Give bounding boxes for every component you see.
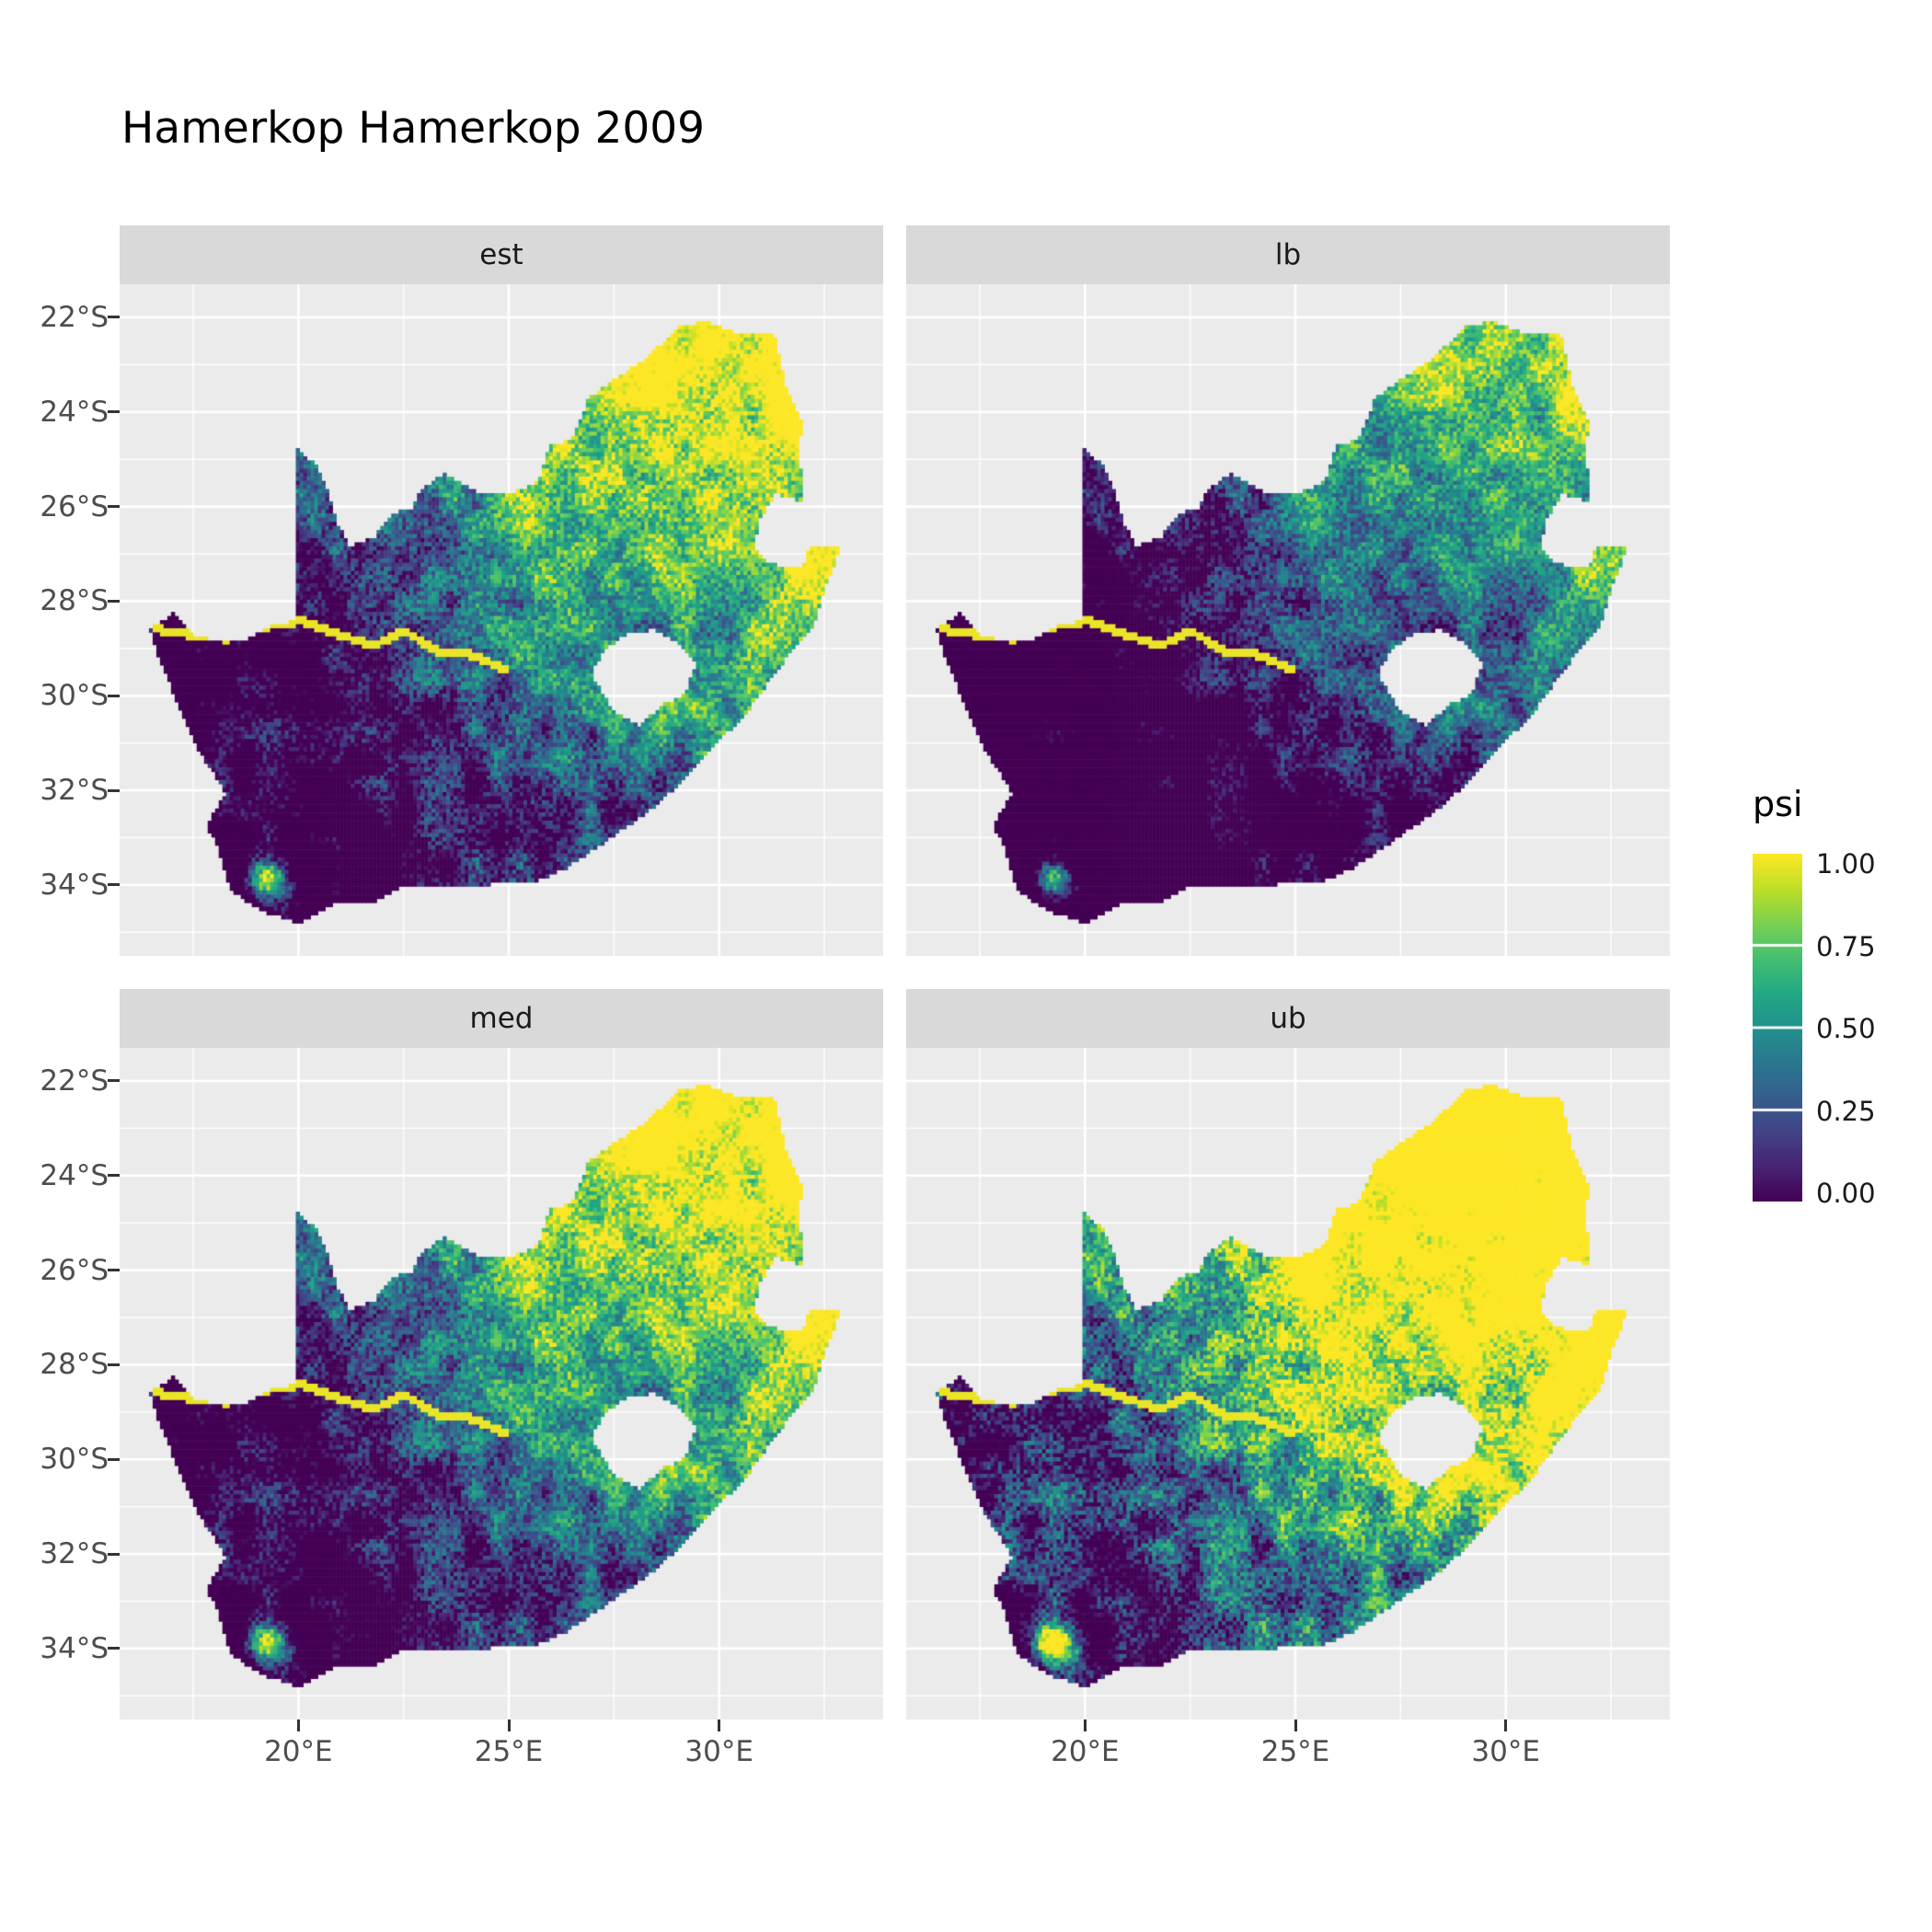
y-axis-label: 32°S	[40, 1537, 109, 1571]
legend-colorbar	[1753, 854, 1802, 1202]
facet-strip-lb: lb	[906, 225, 1670, 284]
y-axis-tick	[108, 788, 120, 792]
y-axis-label: 22°S	[40, 1064, 109, 1098]
y-axis-tick	[108, 1647, 120, 1650]
map-raster-ub	[906, 1048, 1670, 1719]
y-axis-tick	[108, 1552, 120, 1556]
x-axis-tick	[507, 1719, 511, 1731]
y-axis-tick	[108, 694, 120, 697]
facet-strip-label-est: est	[479, 238, 523, 271]
map-panel-ub	[906, 1048, 1670, 1719]
x-axis-label: 30°E	[684, 1735, 753, 1768]
y-axis-tick	[108, 1174, 120, 1178]
y-axis-label: 32°S	[40, 774, 109, 808]
y-axis-label: 26°S	[40, 1253, 109, 1287]
y-axis-tick	[108, 1363, 120, 1366]
map-panel-est	[120, 284, 883, 956]
facet-strip-med: med	[120, 989, 883, 1048]
y-axis-tick	[108, 883, 120, 887]
x-axis-tick	[296, 1719, 300, 1731]
y-axis-tick	[108, 1079, 120, 1083]
facet-strip-label-med: med	[469, 1002, 534, 1035]
y-axis-label: 28°S	[40, 1348, 109, 1382]
x-axis-label: 25°E	[1260, 1735, 1330, 1768]
y-axis-label: 26°S	[40, 489, 109, 523]
legend-tick-label: 0.00	[1816, 1178, 1876, 1209]
x-axis-label: 25°E	[474, 1735, 544, 1768]
map-raster-med	[120, 1048, 883, 1719]
x-axis-tick	[1504, 1719, 1508, 1731]
x-axis-tick	[1294, 1719, 1297, 1731]
legend-title: psi	[1753, 784, 1803, 824]
y-axis-label: 30°S	[40, 679, 109, 713]
legend-tick-label: 0.75	[1816, 930, 1876, 962]
y-axis-label: 28°S	[40, 584, 109, 618]
plot-title: Hamerkop Hamerkop 2009	[121, 103, 706, 154]
y-axis-label: 24°S	[40, 1158, 109, 1192]
x-axis-tick	[1083, 1719, 1087, 1731]
legend-tick-label: 1.00	[1816, 848, 1876, 880]
y-axis-label: 34°S	[40, 1631, 109, 1665]
y-axis-tick	[108, 1457, 120, 1461]
map-panel-lb	[906, 284, 1670, 956]
y-axis-label: 34°S	[40, 868, 109, 902]
facet-strip-label-ub: ub	[1270, 1002, 1306, 1035]
x-axis-label: 30°E	[1471, 1735, 1540, 1768]
y-axis-tick	[108, 599, 120, 603]
facet-strip-ub: ub	[906, 989, 1670, 1048]
legend-tick-label: 0.50	[1816, 1013, 1876, 1044]
y-axis-label: 22°S	[40, 300, 109, 334]
map-panel-med	[120, 1048, 883, 1719]
legend-tick-label: 0.25	[1816, 1095, 1876, 1127]
x-axis-label: 20°E	[264, 1735, 333, 1768]
facet-strip-est: est	[120, 225, 883, 284]
y-axis-label: 30°S	[40, 1443, 109, 1477]
y-axis-label: 24°S	[40, 395, 109, 429]
y-axis-tick	[108, 316, 120, 319]
x-axis-tick	[718, 1719, 721, 1731]
map-raster-est	[120, 284, 883, 956]
y-axis-tick	[108, 505, 120, 509]
map-raster-lb	[906, 284, 1670, 956]
y-axis-tick	[108, 410, 120, 414]
facet-strip-label-lb: lb	[1274, 238, 1302, 271]
x-axis-label: 20°E	[1051, 1735, 1120, 1768]
y-axis-tick	[108, 1269, 120, 1272]
